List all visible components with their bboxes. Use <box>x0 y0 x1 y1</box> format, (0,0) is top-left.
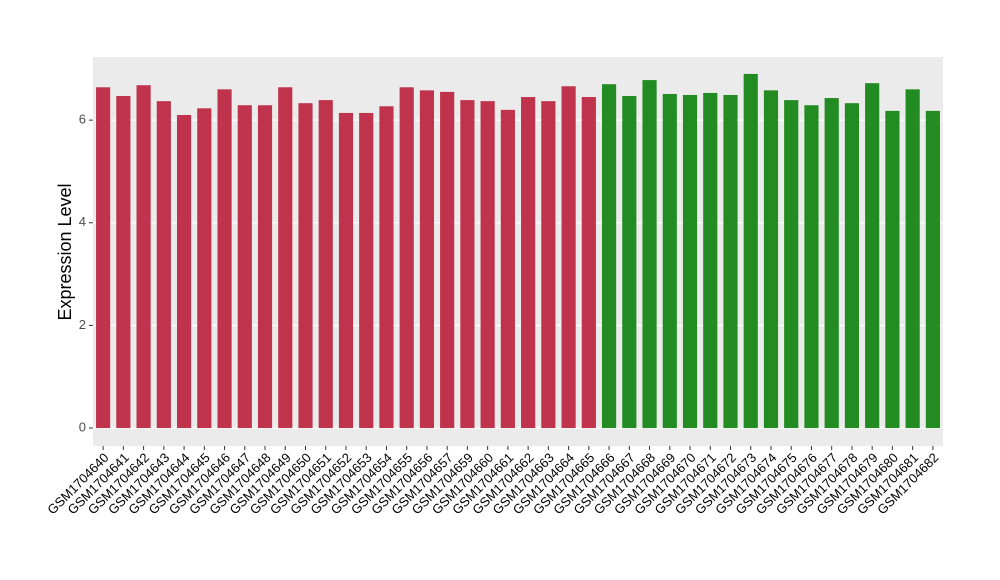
bar <box>682 94 698 429</box>
bar <box>399 87 414 429</box>
y-tick-label: 4 <box>79 214 86 229</box>
bar <box>844 103 860 429</box>
bar <box>581 97 596 429</box>
y-tick-label: 0 <box>79 419 86 434</box>
bar <box>784 100 799 429</box>
bar <box>197 108 212 429</box>
bar <box>96 87 111 429</box>
bar <box>440 91 455 429</box>
panel <box>93 57 943 446</box>
bar <box>865 83 880 429</box>
bar <box>622 96 637 429</box>
bar <box>278 87 293 429</box>
bar <box>642 80 657 429</box>
bar <box>824 98 839 429</box>
bar <box>885 110 900 429</box>
y-axis-title: Expression Level <box>55 183 75 320</box>
bar <box>176 114 192 429</box>
bar <box>359 112 374 429</box>
bar <box>601 84 617 429</box>
bar <box>925 110 940 429</box>
bar <box>662 93 677 429</box>
bar <box>156 101 171 429</box>
bar <box>743 73 758 429</box>
bar <box>521 97 536 429</box>
bar <box>318 100 333 429</box>
bar <box>419 90 435 429</box>
bar <box>298 103 313 429</box>
bar <box>541 101 556 429</box>
bar <box>905 89 920 429</box>
bar <box>338 112 354 429</box>
bar <box>723 94 738 429</box>
bar <box>136 85 151 429</box>
bar <box>257 105 273 429</box>
y-tick-label: 2 <box>79 317 86 332</box>
y-tick-label: 6 <box>79 112 86 127</box>
bar <box>703 92 718 429</box>
bar <box>561 86 576 429</box>
bar <box>804 105 819 429</box>
bar <box>500 109 515 429</box>
bar <box>763 90 779 429</box>
bar <box>217 89 232 429</box>
bar <box>116 96 131 429</box>
bar <box>480 101 495 429</box>
bar <box>237 105 252 429</box>
bar <box>460 100 475 429</box>
bar <box>379 106 394 429</box>
